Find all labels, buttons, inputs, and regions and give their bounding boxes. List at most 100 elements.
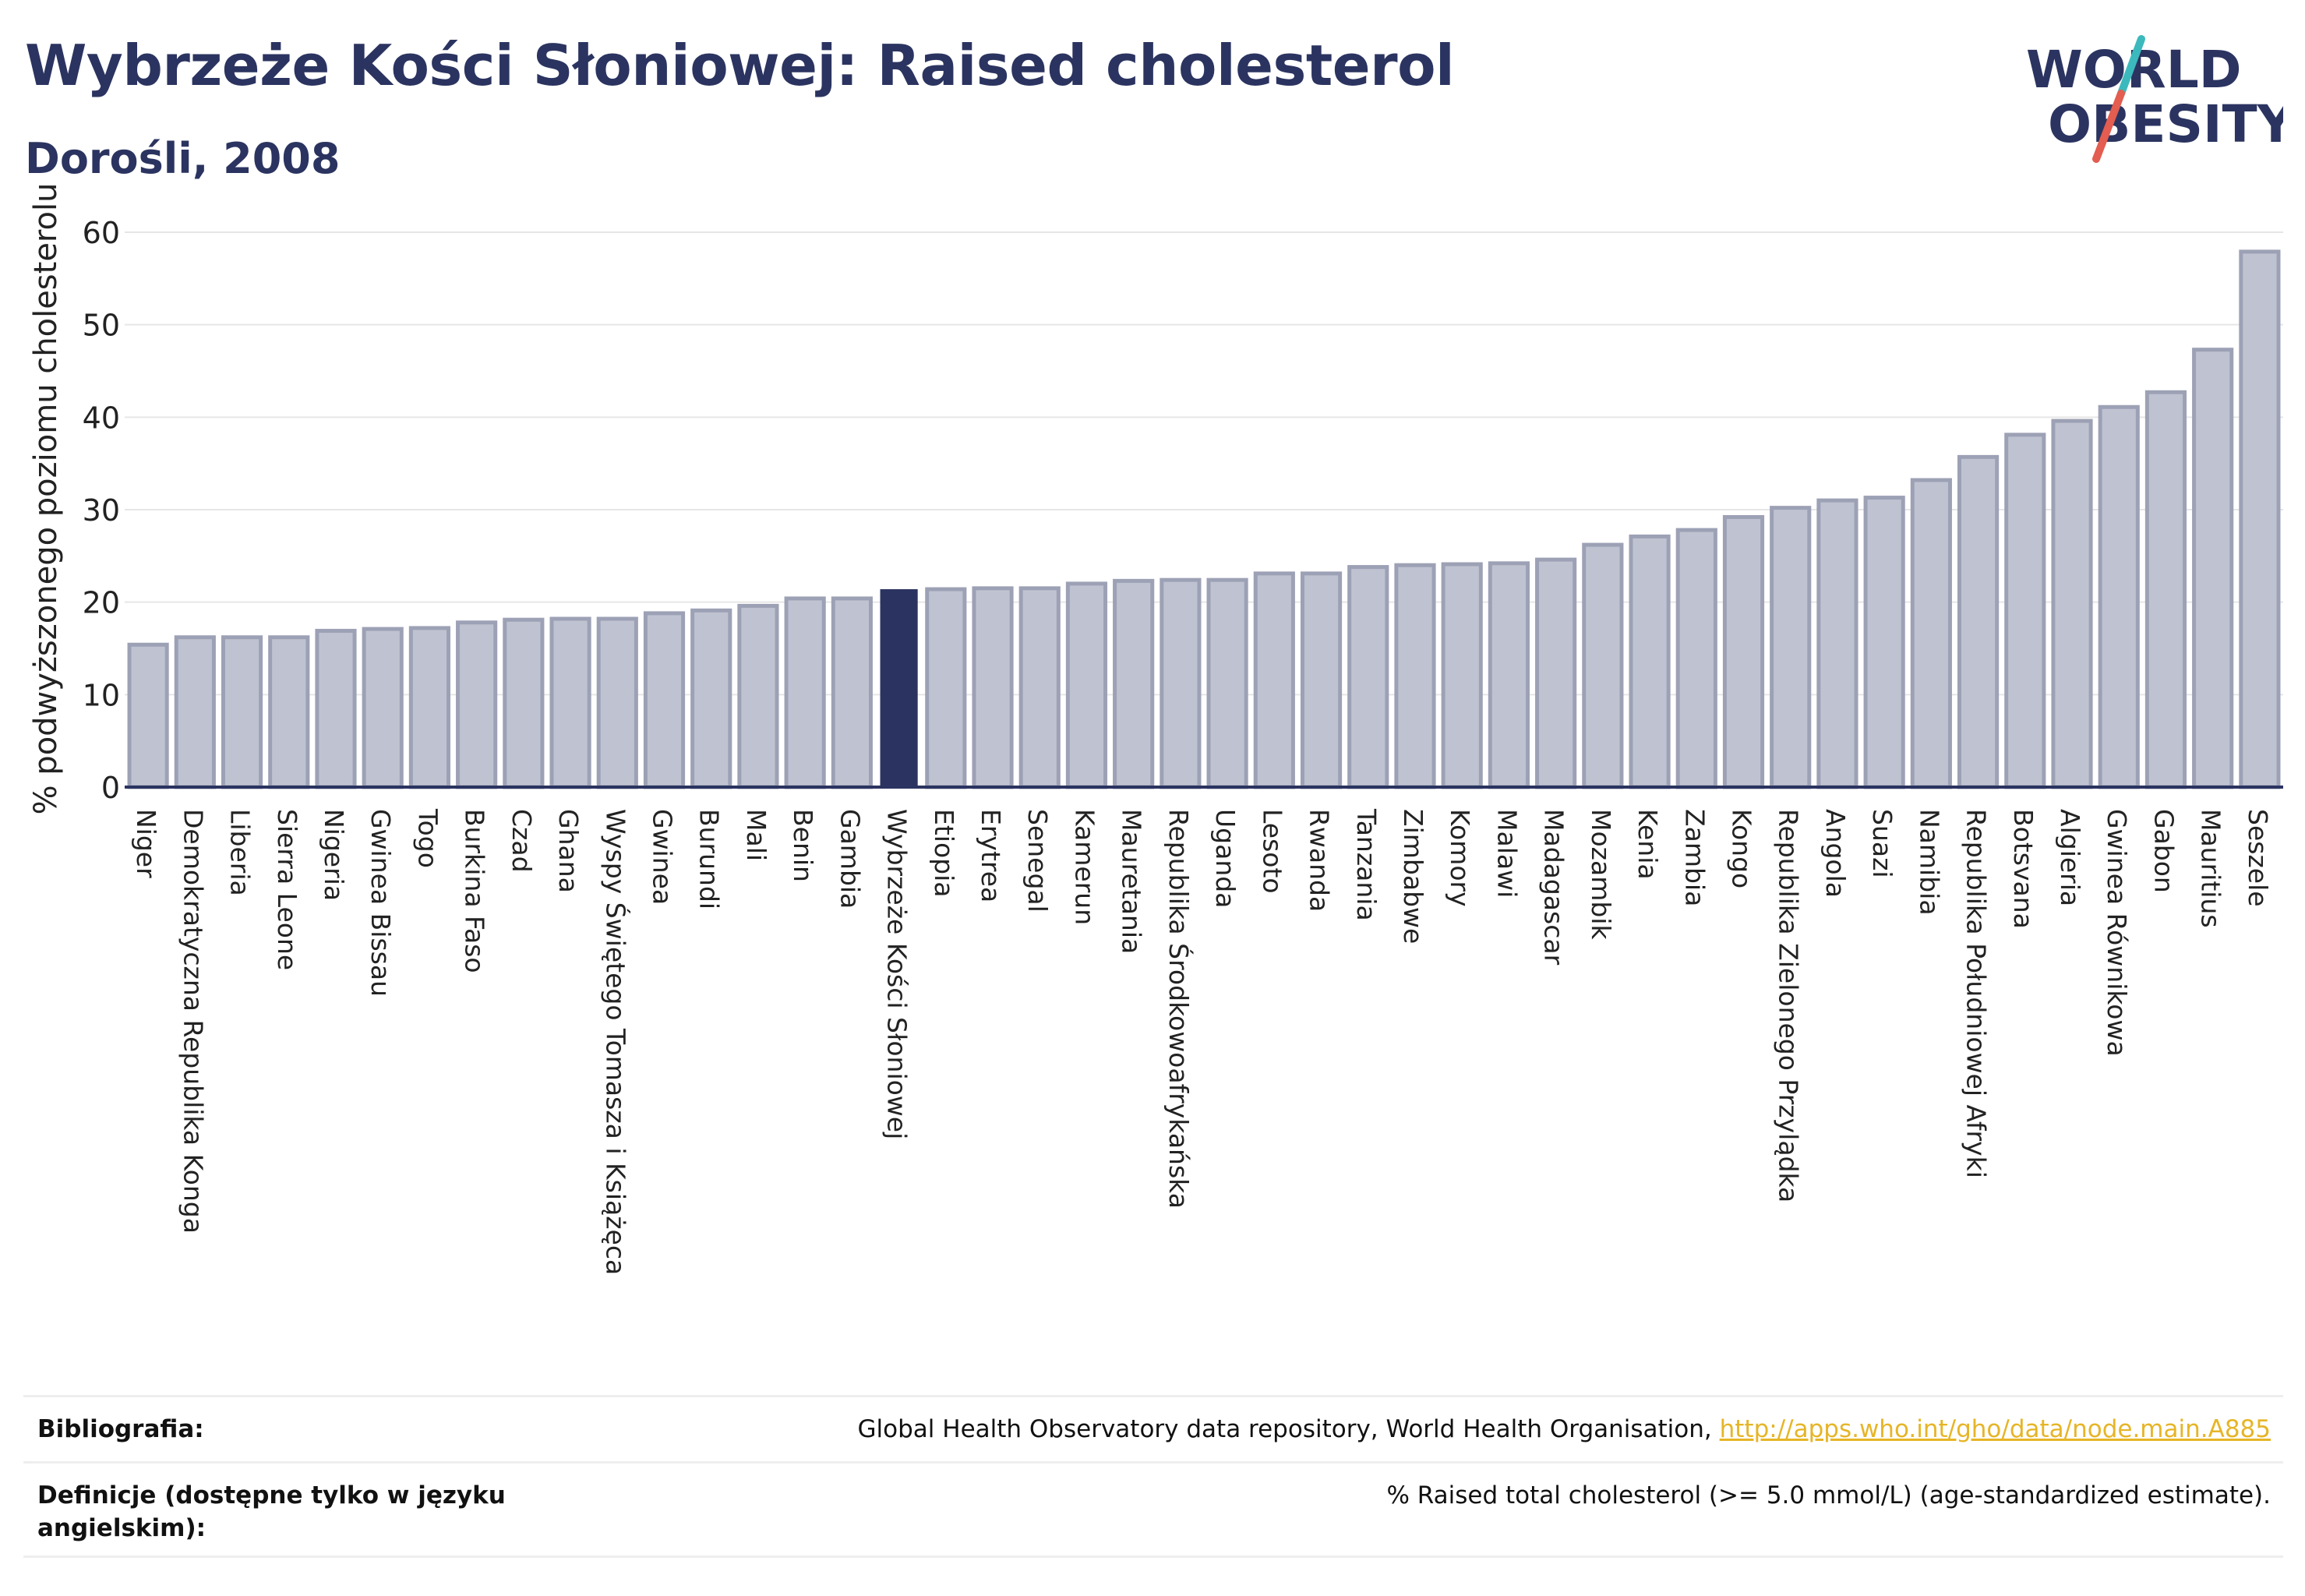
bar <box>456 620 498 789</box>
x-tick-label: Mauretania <box>1117 809 1147 954</box>
x-tick-label: Togo <box>412 808 443 868</box>
x-tick-label: Gwinea <box>648 809 678 905</box>
x-tick-label: Madagascar <box>1539 809 1569 966</box>
bar <box>643 611 686 789</box>
bar <box>1488 561 1530 789</box>
x-tick-label: Algieria <box>2055 809 2085 906</box>
bar <box>1253 571 1295 789</box>
bar <box>1629 534 1671 789</box>
y-axis-label: % podwyższonego poziomu cholesterolu <box>28 183 64 815</box>
y-tick-label: 0 <box>101 771 120 805</box>
bar <box>1816 498 1858 789</box>
bar <box>737 603 779 789</box>
x-tick-label: Demokratyczna Republika Konga <box>178 809 208 1234</box>
bibliography-value: Global Health Observatory data repositor… <box>858 1413 2271 1446</box>
bar <box>268 635 310 789</box>
x-tick-label: Burundi <box>694 809 725 909</box>
x-tick-label: Gwinea Bissau <box>365 809 396 997</box>
x-tick-label: Etiopia <box>929 809 959 898</box>
bar <box>127 642 169 789</box>
x-tick-label: Senegal <box>1022 809 1053 913</box>
x-tick-label: Wyspy Świętego Tomasza i Książęca <box>600 809 631 1275</box>
x-tick-label: Benin <box>788 809 818 882</box>
bar <box>1441 562 1483 789</box>
bar <box>1206 577 1248 789</box>
bar <box>1910 478 1952 789</box>
bar <box>1675 528 1717 789</box>
x-tick-label: Mozambik <box>1586 809 1616 940</box>
page-title: Wybrzeże Kości Słoniowej: Raised cholest… <box>25 33 1455 98</box>
x-tick-label: Czad <box>507 809 537 873</box>
bar <box>2098 404 2140 789</box>
bar <box>503 617 545 789</box>
x-tick-label: Liberia <box>225 809 256 896</box>
bibliography-table: Bibliografia: Global Health Observatory … <box>23 1395 2283 1558</box>
y-tick-label: 30 <box>83 493 120 528</box>
bar <box>408 626 451 789</box>
bar <box>2144 390 2187 789</box>
x-tick-label: Malawi <box>1491 809 1522 898</box>
bar <box>1065 581 1108 789</box>
bar <box>690 608 732 789</box>
logo-text-obesity: OBESITY <box>2048 94 2283 154</box>
x-tick-label: Gwinea Równikowa <box>2102 809 2132 1057</box>
y-tick-label: 50 <box>83 309 120 343</box>
bar <box>549 616 591 789</box>
x-tick-label: Niger <box>131 809 161 878</box>
x-tick-label: Gambia <box>835 809 865 909</box>
source-link[interactable]: http://apps.who.int/gho/data/node.main.A… <box>1719 1415 2271 1443</box>
logo-slash-teal <box>2117 35 2145 97</box>
bar <box>784 596 826 789</box>
x-tick-label: Zambia <box>1679 809 1710 906</box>
bar <box>174 635 216 789</box>
page-subtitle: Dorośli, 2008 <box>25 134 341 183</box>
bar <box>1770 506 1812 789</box>
bar <box>1394 563 1436 789</box>
bibliography-label: Bibliografia: <box>37 1415 204 1443</box>
x-tick-label: Namibia <box>1914 809 1944 916</box>
x-tick-label: Tanzania <box>1351 808 1382 921</box>
definition-value: % Raised total cholesterol (>= 5.0 mmol/… <box>1386 1481 2271 1509</box>
x-tick-label: Kamerun <box>1069 809 1100 925</box>
x-tick-label: Rwanda <box>1304 809 1335 912</box>
bar <box>1300 571 1343 789</box>
bar <box>1535 557 1577 789</box>
y-tick-label: 40 <box>83 401 120 435</box>
bar <box>596 616 638 789</box>
bar <box>315 628 357 789</box>
y-tick-label: 10 <box>83 678 120 712</box>
x-tick-label: Mauritius <box>2196 809 2226 928</box>
bar <box>221 635 263 789</box>
x-tick-label: Burkina Faso <box>460 809 490 973</box>
x-tick-label: Wybrzeże Kości Słoniowej <box>882 809 912 1139</box>
bar <box>1957 454 2000 789</box>
y-tick-label: 60 <box>83 216 120 250</box>
bar <box>2192 348 2234 789</box>
bibliography-text: Global Health Observatory data repositor… <box>857 1415 1720 1443</box>
x-tick-label: Seszele <box>2243 809 2273 907</box>
x-tick-label: Nigeria <box>319 809 349 901</box>
x-tick-label: Uganda <box>1210 809 1241 908</box>
bar <box>1582 542 1624 789</box>
x-tick-label: Lesoto <box>1257 809 1287 894</box>
x-tick-label: Republika Południowej Afryki <box>1961 809 1992 1178</box>
bar <box>925 587 967 789</box>
x-tick-label: Gabon <box>2148 809 2179 893</box>
definition-row: Definicje (dostępne tylko w języku angie… <box>23 1461 2283 1558</box>
x-tick-label: Komory <box>1445 809 1475 907</box>
bar <box>972 586 1014 789</box>
bar <box>2051 418 2093 789</box>
x-tick-label: Kenia <box>1633 809 1663 880</box>
x-tick-label: Republika Zielonego Przylądka <box>1774 809 1804 1202</box>
bar <box>1863 496 1905 789</box>
bar <box>1113 578 1155 789</box>
bar <box>362 627 404 789</box>
world-obesity-logo[interactable]: WORLD OBESITY <box>2026 33 2283 165</box>
logo-slash-red <box>2092 90 2125 163</box>
bar-highlighted <box>880 589 918 787</box>
x-tick-label: Republika Środkowoafrykańska <box>1163 809 1195 1209</box>
bar <box>1018 586 1061 789</box>
bar <box>1347 565 1389 789</box>
bar <box>1160 577 1202 789</box>
bibliography-row: Bibliografia: Global Health Observatory … <box>23 1395 2283 1461</box>
